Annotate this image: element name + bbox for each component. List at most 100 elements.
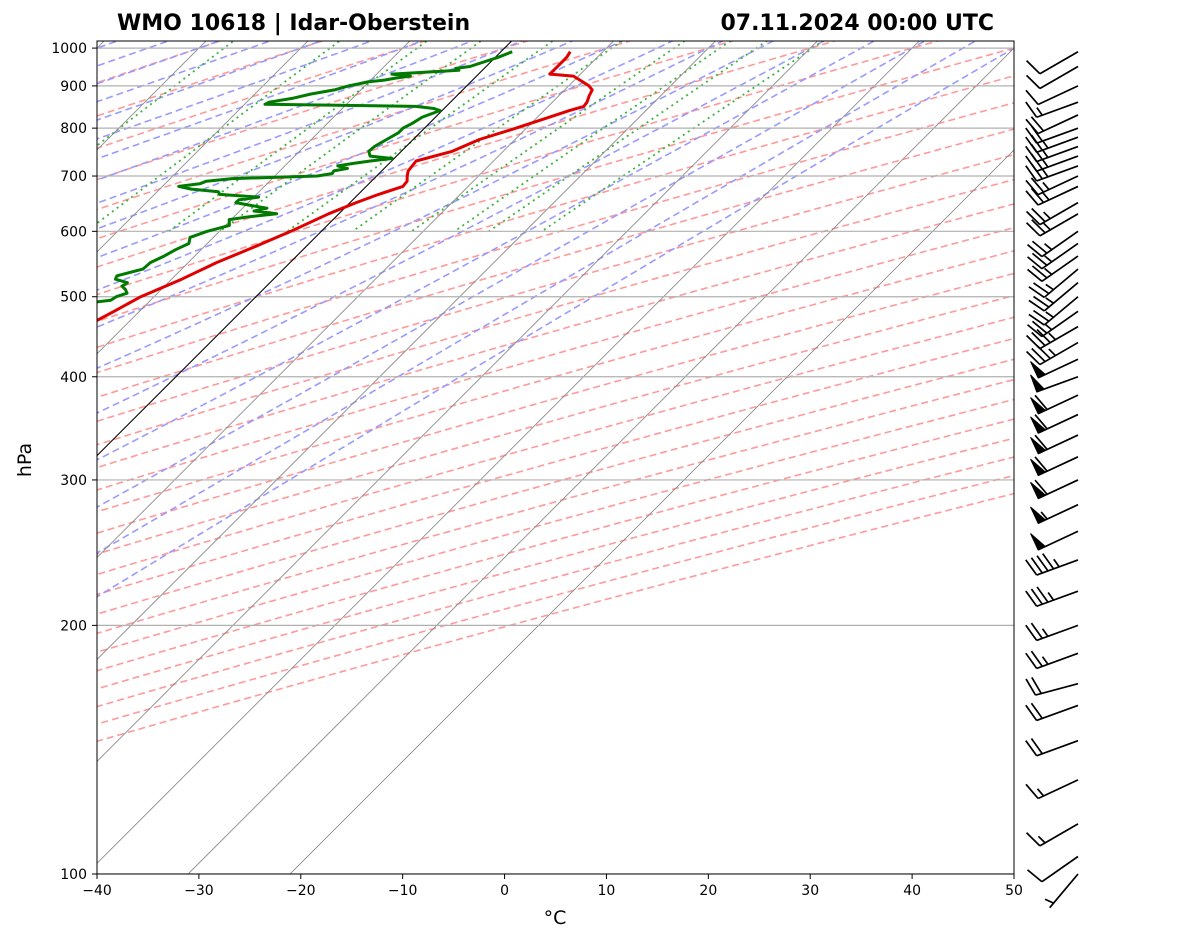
wind-barb (1028, 282, 1079, 312)
dry-adiabat-line (97, 41, 326, 117)
dry-adiabat-line (97, 41, 838, 268)
wind-barb (1025, 85, 1079, 106)
temperature-profile-line (97, 50, 594, 323)
wind-barb (1025, 702, 1079, 722)
dry-adiabats (97, 41, 1014, 743)
wind-barb (1030, 479, 1079, 500)
isotherm-line (289, 149, 1014, 874)
wind-barb (1025, 175, 1079, 196)
station-title: WMO 10618 | Idar-Oberstein (117, 11, 470, 36)
dry-adiabat-line (97, 41, 428, 150)
wind-barb (1026, 855, 1079, 883)
moist-adiabat-line (97, 41, 876, 461)
mixing-ratio-lines (97, 41, 826, 233)
x-tick-label: 40 (903, 883, 921, 899)
x-tick-label: 30 (801, 883, 819, 899)
wind-barb (1025, 101, 1079, 119)
wind-barb (1028, 268, 1079, 299)
zero-isotherm (97, 41, 513, 457)
wind-barb (1025, 738, 1079, 757)
dry-adiabat-line (97, 203, 1014, 469)
wind-barb (1025, 213, 1079, 237)
wind-barb (1025, 650, 1079, 670)
dry-adiabat-line (97, 294, 1014, 555)
wind-barb (1030, 434, 1079, 455)
wind-barbs (1025, 50, 1079, 909)
wind-barb (1030, 503, 1079, 525)
profile-lines (97, 50, 594, 323)
y-tick-label: 1000 (51, 41, 87, 57)
wind-barb (1044, 873, 1079, 909)
x-tick-label: −30 (184, 883, 214, 899)
wind-barb (1030, 456, 1079, 477)
wind-barb (1025, 65, 1079, 90)
wind-barb (1025, 185, 1079, 206)
plot-frame (96, 40, 1015, 875)
x-tick-label: −40 (82, 883, 112, 899)
dry-adiabat-line (97, 128, 1014, 399)
pressure-gridlines (97, 47, 1014, 874)
isotherm-line (97, 41, 818, 762)
moist-adiabat-line (97, 41, 525, 204)
moist-adiabat-line (97, 41, 826, 414)
y-tick-label: 500 (60, 290, 87, 306)
x-tick-label: 20 (699, 883, 717, 899)
y-tick-label: 700 (60, 169, 87, 185)
dewpoint-profile-line (97, 50, 513, 304)
dry-adiabat-line (97, 178, 1014, 446)
moist-adiabat-line (97, 41, 625, 259)
wind-barb (1030, 413, 1079, 434)
wind-barb (1025, 163, 1079, 182)
mixing-ratio-line (541, 41, 826, 233)
mixing-ratio-line (97, 41, 235, 147)
y-tick-label: 800 (60, 121, 87, 137)
y-tick-label: 200 (60, 618, 87, 634)
wind-barb (1025, 676, 1079, 696)
datetime-title: 07.11.2024 00:00 UTC (720, 11, 994, 36)
moist-adiabat-line (97, 41, 725, 328)
y-tick-label: 400 (60, 370, 87, 386)
wind-barb (1025, 823, 1079, 847)
wind-barb (1025, 553, 1079, 576)
mixing-ratio-line (352, 41, 624, 233)
wind-barb (1025, 201, 1079, 226)
wind-barb (1025, 50, 1079, 75)
dry-adiabat-line (97, 47, 1014, 323)
isotherm-line (0, 31, 13, 912)
wind-barb (1025, 779, 1079, 800)
y-tick-label: 900 (60, 79, 87, 95)
wind-barb (1025, 341, 1079, 366)
wind-barb (1026, 255, 1079, 283)
x-tick-label: 10 (598, 883, 616, 899)
wind-barb (1026, 242, 1079, 270)
isotherm-line (97, 41, 615, 559)
wind-barb (1030, 374, 1079, 393)
wind-barb (1025, 586, 1079, 608)
y-axis-ticks: 100 200 300 400 500 600 700 800 900 1000 (51, 41, 97, 883)
moist-adiabat-line (97, 41, 424, 160)
moist-adiabat-line (97, 41, 977, 555)
x-tick-label: 0 (500, 883, 509, 899)
wind-barb (1030, 394, 1079, 415)
x-axis-label: °C (544, 907, 567, 929)
y-tick-label: 100 (60, 867, 87, 883)
wind-barb (1028, 296, 1079, 326)
dry-adiabat-line (97, 474, 1014, 725)
moist-adiabat-line (97, 41, 273, 103)
wind-barb (1026, 230, 1079, 258)
wind-barb (1030, 358, 1079, 379)
dry-adiabat-line (97, 492, 1014, 743)
y-tick-label: 600 (60, 224, 87, 240)
dry-adiabat-line (97, 41, 941, 296)
isotherm-line (97, 41, 717, 661)
wind-barb (1025, 622, 1079, 642)
dry-adiabat-line (97, 41, 633, 211)
wind-barb (1026, 310, 1079, 338)
moist-adiabats (97, 41, 1014, 598)
zero-isotherm-line (97, 41, 513, 457)
isotherm-line (187, 47, 1014, 874)
isotherm-line (97, 41, 920, 864)
y-tick-label: 300 (60, 473, 87, 489)
moist-adiabat-line (97, 41, 675, 292)
